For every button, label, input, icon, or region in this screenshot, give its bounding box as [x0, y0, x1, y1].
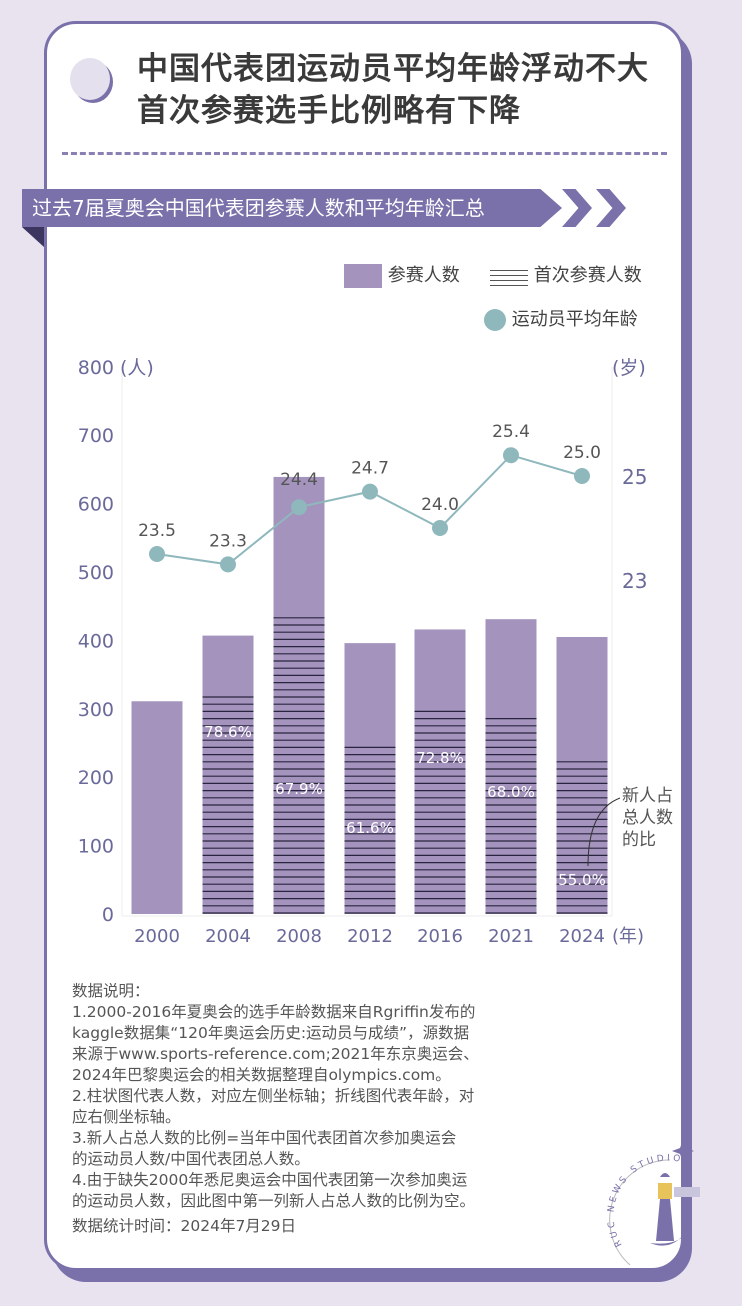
note-line: 3.新人占总人数的比例=当年中国代表团首次参加奥运会 [72, 1129, 457, 1147]
bar-total [485, 619, 537, 914]
y-left-tick-label: 200 [78, 767, 114, 789]
annotation-text: 总人数 [622, 808, 673, 828]
annotation-text: 新人占 [622, 786, 673, 806]
age-label: 24.7 [351, 459, 389, 479]
ratio-label: 61.6% [346, 819, 394, 837]
x-tick-label: 2021 [488, 926, 534, 947]
legend-avg-age-label: 运动员平均年龄 [511, 309, 638, 330]
note-line: 的运动员人数，因此图中第一列新人占总人数的比例为空。 [72, 1192, 476, 1210]
age-point [220, 556, 236, 573]
x-tick-label: 2024 [559, 926, 605, 947]
x-axis-unit: (年) [612, 926, 644, 947]
bar-total [131, 701, 183, 914]
x-tick-label: 2012 [347, 926, 393, 947]
notes-date: 数据统计时间：2024年7月29日 [72, 1217, 297, 1235]
x-tick-label: 2000 [134, 926, 180, 947]
x-tick-label: 2004 [205, 926, 251, 947]
note-line: 4.由于缺失2000年悉尼奥运会中国代表团第一次参加奥运 [72, 1171, 468, 1189]
notes: 数据说明： 1.2000-2016年夏奥会的选手年龄数据来自Rgriffin发布… [72, 981, 542, 1237]
ratio-label: 78.6% [204, 723, 252, 741]
age-point [362, 483, 378, 500]
legend-first-time: 首次参赛人数 [490, 261, 642, 287]
x-tick-label: 2016 [417, 926, 463, 947]
bar-total [202, 635, 254, 914]
title-dot-icon [70, 58, 110, 100]
divider [62, 152, 667, 155]
note-line: 来源于www.sports-reference.com;2021年东京奥运会、 [72, 1045, 479, 1063]
y-left-tick-label: 700 [78, 425, 114, 447]
age-point [432, 520, 448, 536]
legend-swatch-hatch [490, 266, 528, 286]
title-line-2: 首次参赛选手比例略有下降 [137, 93, 521, 129]
note-line: kaggle数据集“120年奥运会历史:运动员与成绩”，源数据 [72, 1024, 470, 1042]
lighthouse-icon [656, 1199, 674, 1241]
legend-total: 参赛人数 [344, 261, 460, 288]
y-left-tick-label: 300 [78, 699, 114, 721]
bar-total [414, 629, 466, 914]
y-right-unit: (岁) [612, 357, 646, 379]
age-label: 23.5 [138, 521, 176, 541]
age-label: 24.4 [280, 470, 318, 490]
note-line: 1.2000-2016年夏奥会的选手年龄数据来自Rgriffin发布的 [72, 1003, 476, 1021]
bar-total [556, 636, 608, 914]
y-left-tick-label: 400 [78, 630, 114, 652]
x-tick-label: 2008 [276, 926, 322, 947]
y-left-tick-label: 600 [78, 494, 114, 516]
age-label: 25.0 [563, 443, 601, 463]
note-line: 2024年巴黎奥运会的相关数据整理自olympics.com。 [72, 1066, 451, 1084]
ratio-label: 72.8% [416, 749, 464, 767]
sparkle-icon [672, 1140, 694, 1162]
section-banner: 过去7届夏奥会中国代表团参赛人数和平均年龄汇总 [22, 189, 562, 227]
y-left-tick-label: 500 [78, 562, 114, 584]
age-point [503, 447, 519, 464]
legend-total-label: 参赛人数 [387, 265, 460, 286]
legend-swatch-dot [484, 309, 506, 331]
annotation-text: 的比 [622, 830, 656, 850]
note-line: 的运动员人数/中国代表团总人数。 [72, 1150, 310, 1168]
bar-total [344, 643, 396, 914]
legend-swatch-bar [344, 264, 382, 288]
y-left-unit: (人) [120, 357, 154, 379]
page-title: 中国代表团运动员平均年龄浮动不大 首次参赛选手比例略有下降 [137, 48, 649, 132]
annotation-pointer [587, 797, 621, 867]
ratio-label: 68.0% [487, 783, 535, 801]
ratio-label: 67.9% [275, 780, 323, 798]
age-label: 25.4 [492, 422, 530, 442]
ratio-label: 55.0% [558, 871, 606, 889]
banner-fold [22, 227, 44, 247]
y-left-tick-label: 800 [78, 357, 114, 379]
y-right-tick-label: 23 [622, 569, 647, 593]
age-point [291, 499, 307, 516]
legend-first-time-label: 首次参赛人数 [533, 265, 642, 286]
y-right-tick-label: 25 [622, 465, 647, 489]
note-line: 应右侧坐标轴。 [72, 1108, 181, 1126]
age-label: 24.0 [421, 495, 459, 515]
note-line: 2.柱状图代表人数，对应左侧坐标轴；折线图代表年龄，对 [72, 1087, 475, 1105]
title-line-1: 中国代表团运动员平均年龄浮动不大 [137, 51, 649, 87]
studio-logo: RUC NEWS STUDIO [606, 1140, 700, 1265]
legend-avg-age: 运动员平均年龄 [484, 305, 638, 331]
notes-heading: 数据说明： [72, 982, 150, 1000]
age-point [149, 546, 165, 562]
age-label: 23.3 [209, 531, 247, 551]
y-left-tick-label: 100 [78, 836, 114, 858]
y-left-tick-label: 0 [102, 904, 114, 926]
age-point [574, 468, 590, 484]
chart: 0 100 200 300 400 500 600 700 800 (人) (岁) 23 25 2000 2… [78, 357, 673, 947]
